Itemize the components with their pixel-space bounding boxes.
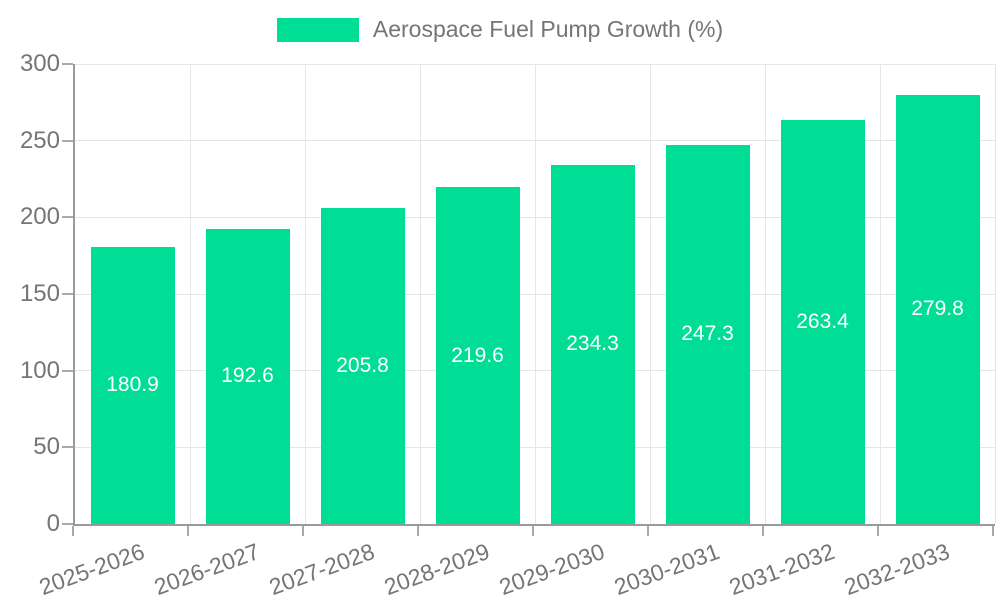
y-axis-tick-label: 250	[19, 126, 60, 154]
bar-value-label: 219.6	[451, 343, 504, 367]
bar: 234.3	[550, 164, 635, 524]
bar-value-label: 205.8	[336, 354, 389, 378]
bar-value-label: 263.4	[796, 310, 849, 334]
x-gridline	[994, 64, 996, 524]
bar: 279.8	[895, 94, 980, 524]
y-axis-tick	[62, 523, 73, 525]
x-axis-tick	[877, 526, 879, 536]
x-axis-tick	[762, 526, 764, 536]
bar: 263.4	[780, 120, 865, 524]
y-axis-tick	[62, 63, 73, 65]
y-axis-tick-label: 150	[19, 280, 60, 307]
legend-swatch[interactable]	[276, 17, 359, 42]
x-axis-tick	[532, 526, 534, 536]
bar: 205.8	[320, 208, 405, 524]
x-axis-tick-label: 2026-2027	[150, 538, 263, 600]
y-axis-tick	[62, 446, 73, 449]
x-gridline	[419, 64, 421, 524]
x-gridline	[534, 64, 536, 524]
x-axis-tick	[187, 526, 189, 536]
bar: 180.9	[90, 246, 175, 524]
plot-area: 180.9 192.6 205.8 219.6 234.3 247.3 263.4 279.8	[73, 63, 996, 526]
y-axis-tick-label: 300	[19, 50, 60, 77]
y-axis-tick-label: 100	[19, 356, 60, 384]
y-axis-tick-label: 0	[46, 510, 60, 537]
x-axis-tick	[302, 526, 304, 536]
x-axis-tick	[417, 526, 419, 536]
x-gridline	[304, 64, 306, 524]
bar: 192.6	[205, 228, 290, 524]
bar-value-label: 247.3	[681, 322, 734, 346]
x-gridline	[649, 64, 651, 524]
legend-label[interactable]: Aerospace Fuel Pump Growth (%)	[372, 16, 724, 42]
bar: 247.3	[665, 144, 750, 524]
y-axis-tick	[62, 139, 73, 142]
x-gridline	[879, 64, 881, 524]
y-axis-tick	[62, 216, 73, 219]
bar-value-label: 180.9	[106, 373, 159, 397]
x-axis-tick	[72, 526, 74, 536]
x-axis-tick-label: 2031-2032	[725, 538, 838, 600]
y-axis-tick	[62, 369, 73, 372]
x-axis-tick-label: 2025-2026	[35, 538, 148, 600]
bar-value-label: 279.8	[911, 297, 964, 321]
x-axis-tick-label: 2030-2031	[610, 538, 723, 600]
x-axis-tick	[647, 526, 649, 536]
bar: 219.6	[435, 187, 520, 524]
x-axis-tick	[992, 526, 994, 536]
y-axis-tick-label: 200	[19, 203, 60, 231]
x-axis-tick-label: 2028-2029	[380, 538, 493, 600]
y-axis-tick	[62, 293, 73, 295]
bar-value-label: 192.6	[221, 364, 274, 388]
x-gridline	[189, 64, 191, 524]
legend: Aerospace Fuel Pump Growth (%)	[0, 16, 1000, 43]
bar-value-label: 234.3	[566, 332, 619, 356]
x-axis-tick-label: 2027-2028	[265, 538, 378, 600]
x-axis-tick-label: 2032-2033	[840, 538, 953, 600]
y-axis-tick-label: 50	[33, 433, 60, 461]
x-axis-tick-label: 2029-2030	[495, 538, 608, 600]
x-gridline	[764, 64, 766, 524]
